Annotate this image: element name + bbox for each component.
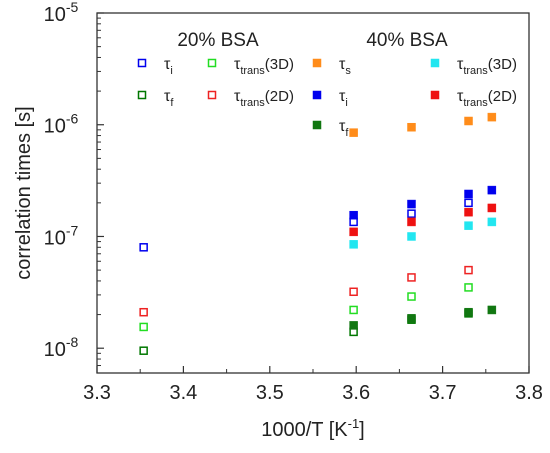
- data-point: [349, 305, 358, 315]
- legend-marker: [312, 58, 322, 68]
- data-point: [487, 203, 497, 213]
- legend-label: τi: [164, 56, 173, 77]
- y-tick-label: 10-5: [44, 0, 79, 26]
- legend-label: τtrans(2D): [234, 88, 294, 109]
- y-axis-label: correlation times [s]: [13, 106, 35, 279]
- data-point: [487, 217, 497, 227]
- data-point: [407, 273, 416, 282]
- data-point: [487, 305, 497, 315]
- x-axis-label: 1000/T [K-1]: [261, 416, 364, 441]
- data-point: [407, 217, 416, 227]
- legend-marker: [137, 58, 147, 68]
- data-point: [407, 209, 416, 218]
- legend: 20% BSA 40% BSA τi τf τtrans(3D) τtrans(2D) τs…: [137, 30, 517, 139]
- data-point: [407, 232, 416, 241]
- data-point: [464, 198, 473, 208]
- y-tick-label: 10-8: [44, 334, 79, 361]
- data-point: [407, 314, 416, 323]
- x-tick-label: 3.8: [515, 382, 543, 404]
- legend-label: τtrans(3D): [234, 56, 294, 77]
- y-tick-label: 10-6: [44, 111, 79, 138]
- legend-group-title: 20% BSA: [177, 30, 259, 51]
- legend-label: τtrans(2D): [457, 88, 517, 109]
- legend-label: τs: [339, 56, 351, 77]
- data-point: [487, 185, 497, 195]
- data-point: [349, 217, 358, 227]
- data-point: [139, 346, 148, 355]
- data-point: [464, 207, 473, 217]
- data-point: [139, 322, 148, 332]
- legend-label: τi: [339, 88, 348, 109]
- legend-label: τf: [339, 118, 349, 139]
- data-point: [464, 283, 473, 292]
- data-point: [487, 112, 497, 122]
- legend-marker: [207, 58, 217, 68]
- data-point: [139, 243, 148, 252]
- x-tick-label: 3.5: [256, 382, 284, 404]
- y-ticks: 10-8 10-7 10-6 10-5: [44, 0, 104, 374]
- data-point: [407, 199, 416, 209]
- data-point: [349, 321, 358, 330]
- legend-label: τf: [164, 88, 174, 109]
- x-tick-label: 3.3: [83, 382, 111, 404]
- data-point: [349, 240, 358, 249]
- data-point: [349, 128, 358, 137]
- legend-marker: [312, 90, 322, 100]
- data-point: [349, 227, 358, 237]
- data-points: [139, 112, 497, 355]
- data-point: [464, 116, 473, 126]
- x-tick-label: 3.6: [342, 382, 370, 404]
- data-point: [407, 122, 416, 132]
- x-tick-label: 3.7: [429, 382, 457, 404]
- data-point: [464, 189, 473, 199]
- legend-marker: [137, 90, 147, 100]
- legend-label: τtrans(3D): [457, 56, 517, 77]
- data-point: [464, 307, 473, 317]
- data-point: [349, 287, 358, 297]
- data-point: [464, 221, 473, 230]
- legend-marker: [207, 90, 217, 100]
- legend-group-title: 40% BSA: [366, 30, 448, 51]
- x-tick-label: 3.4: [169, 382, 197, 404]
- data-point: [139, 307, 148, 317]
- legend-marker: [430, 90, 440, 100]
- x-ticks: 3.3 3.4 3.5 3.6 3.7 3.8: [83, 366, 543, 404]
- y-tick-label: 10-7: [44, 222, 79, 249]
- data-point: [464, 265, 473, 275]
- data-point: [349, 210, 358, 220]
- data-point: [407, 292, 416, 301]
- legend-marker: [312, 120, 322, 130]
- legend-marker: [430, 58, 440, 68]
